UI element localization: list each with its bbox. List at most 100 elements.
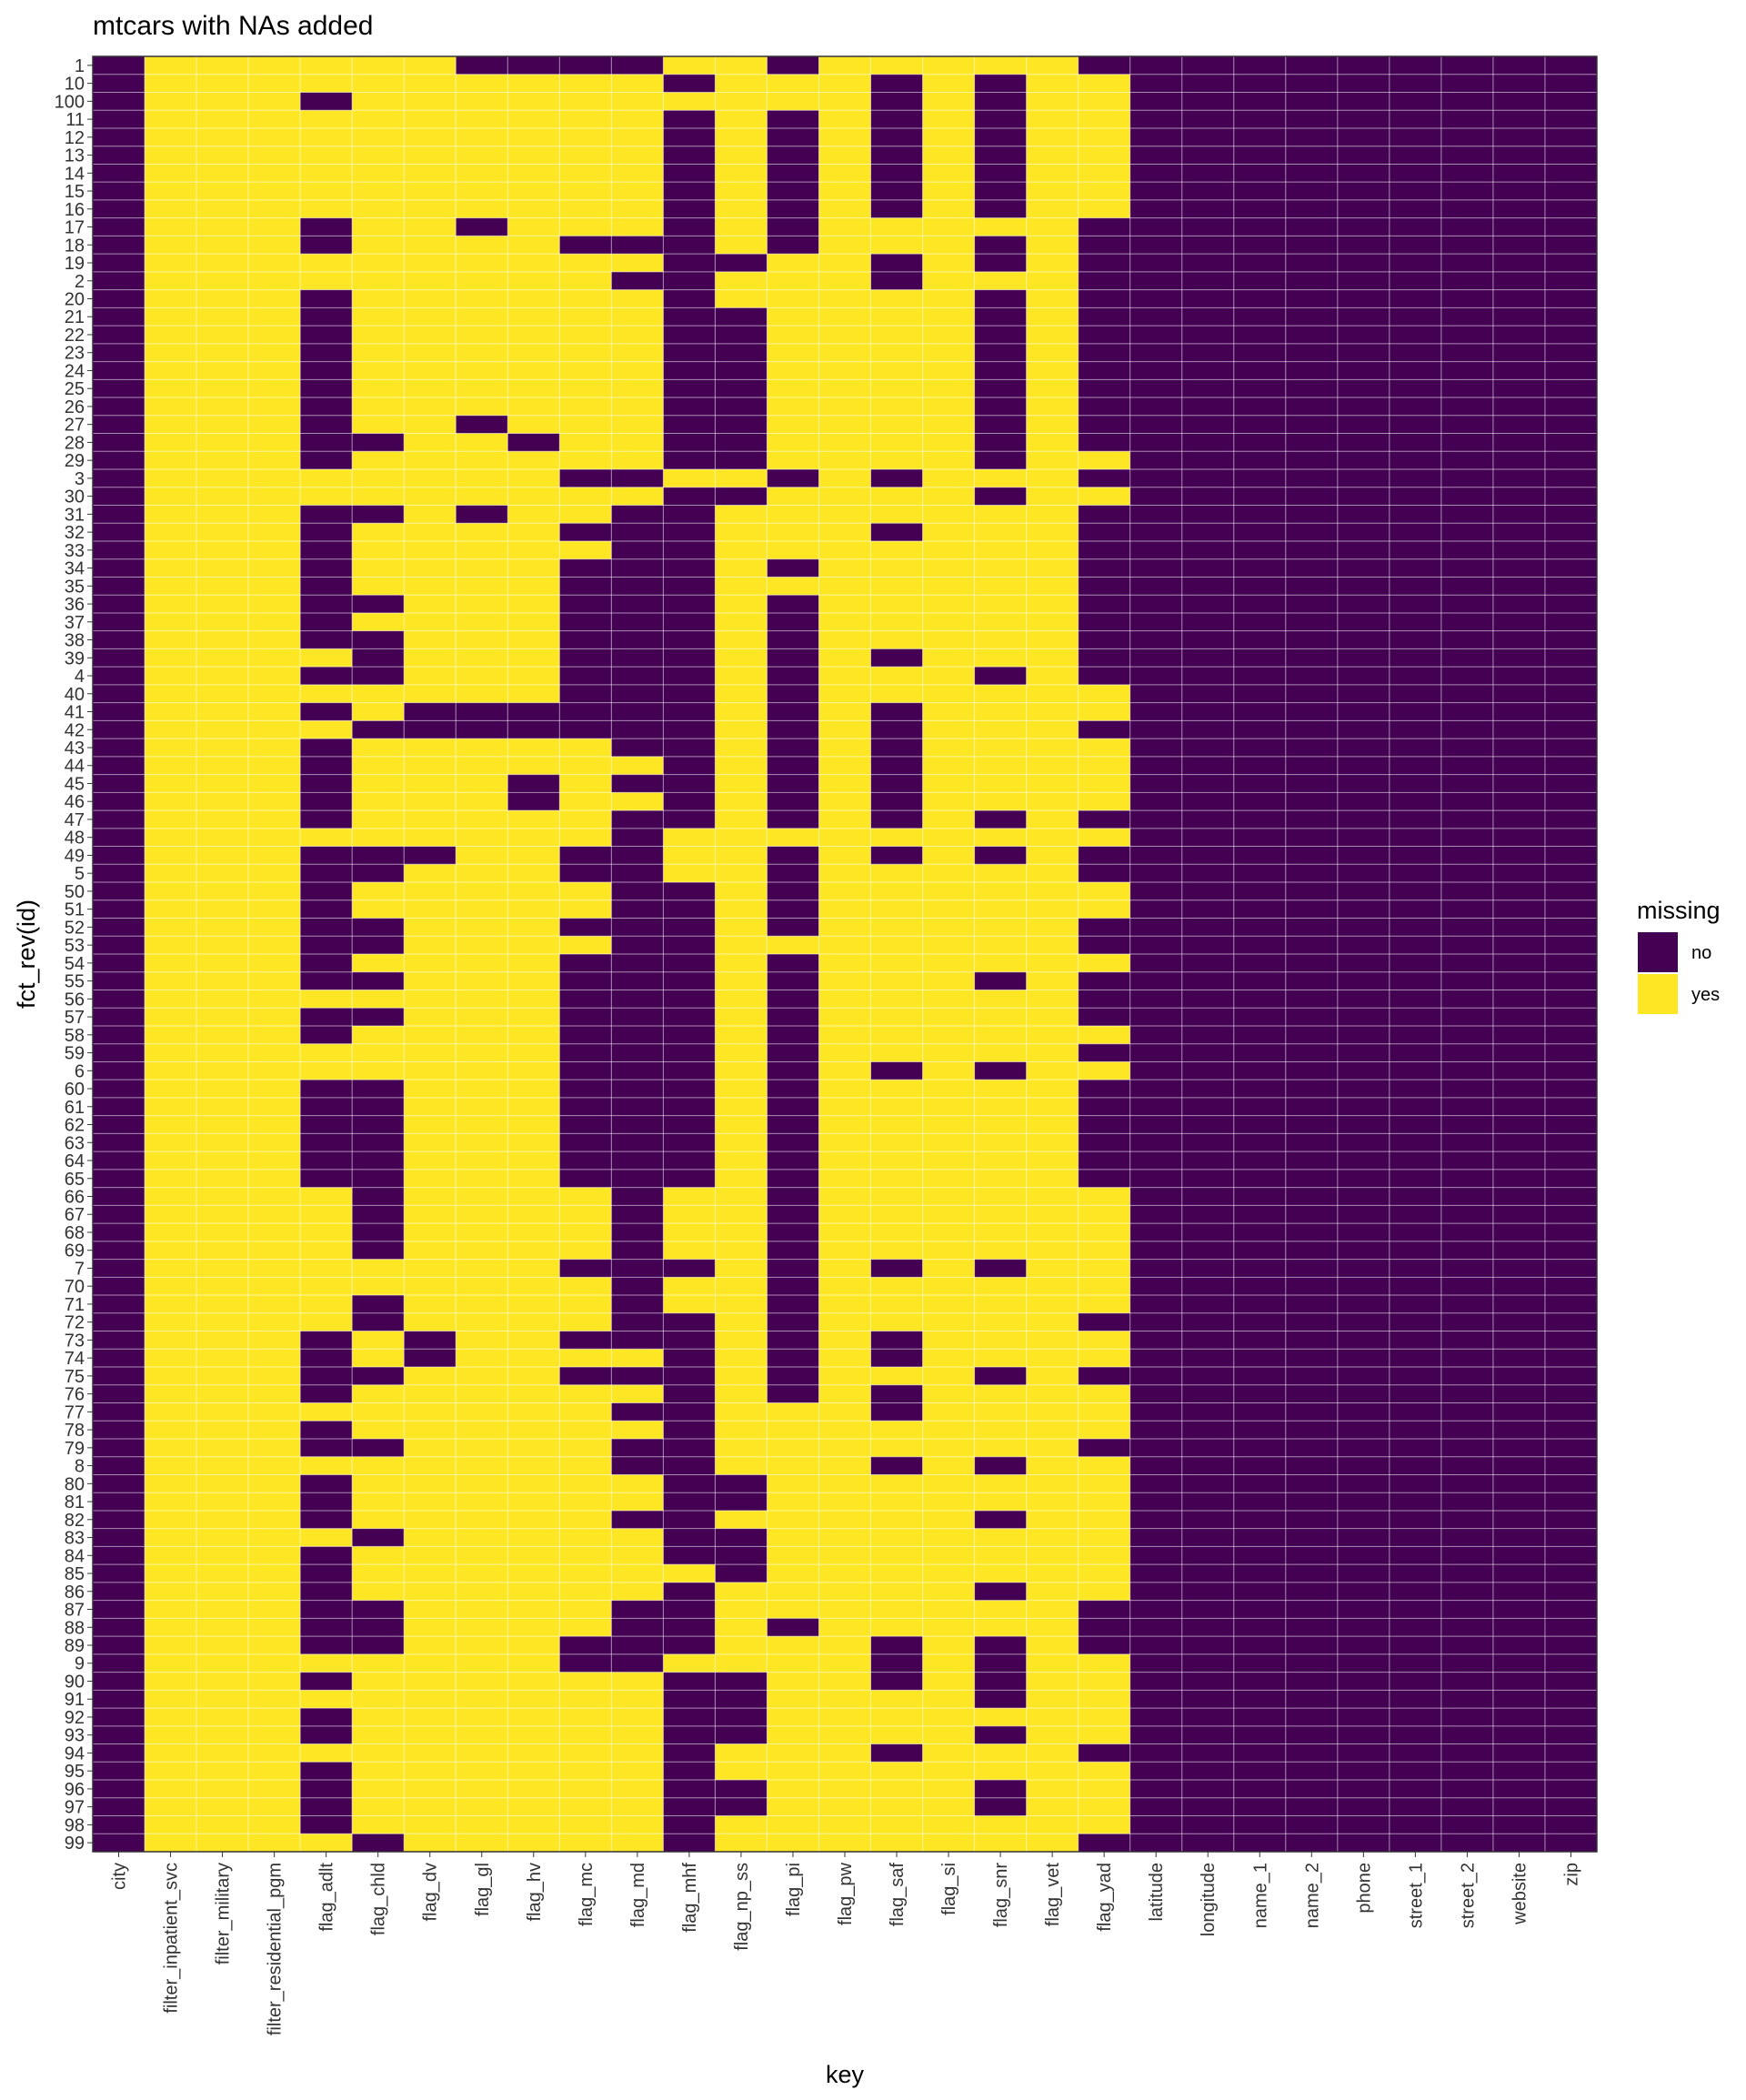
heatmap-cell <box>559 379 612 398</box>
heatmap-cell <box>352 558 405 578</box>
heatmap-cell <box>1544 110 1598 129</box>
heatmap-cell <box>1285 954 1339 973</box>
heatmap-cell <box>1544 882 1598 901</box>
heatmap-cell <box>1233 1402 1287 1422</box>
heatmap-cell <box>145 1349 197 1368</box>
heatmap-cell <box>456 1331 508 1350</box>
x-tick-label: name_1 <box>1250 1863 1270 1928</box>
heatmap-cell <box>1544 379 1598 398</box>
heatmap-cell <box>1181 595 1235 614</box>
heatmap-cell <box>456 289 508 308</box>
heatmap-cell <box>611 433 664 452</box>
heatmap-cell <box>1181 1421 1235 1440</box>
heatmap-cell <box>404 1456 457 1475</box>
heatmap-cell <box>1389 1061 1442 1080</box>
heatmap-cell <box>1026 326 1079 345</box>
heatmap-cell <box>1026 1402 1079 1422</box>
heatmap-cell <box>870 343 923 362</box>
heatmap-cell <box>1492 1600 1546 1619</box>
heatmap-cell <box>352 1187 405 1206</box>
heatmap-cell <box>1078 1331 1131 1350</box>
heatmap-cell <box>818 577 871 596</box>
heatmap-cell <box>974 469 1028 488</box>
heatmap-cell <box>1440 451 1494 470</box>
heatmap-cell <box>1233 1474 1287 1493</box>
heatmap-cell <box>456 774 508 793</box>
heatmap-cell <box>1129 540 1183 560</box>
heatmap-cell <box>1440 1636 1494 1655</box>
heatmap-cell <box>1285 415 1339 434</box>
heatmap-cell <box>663 1797 716 1816</box>
heatmap-cell <box>1078 1653 1131 1673</box>
heatmap-cell <box>922 164 975 183</box>
heatmap-cell <box>767 182 819 201</box>
heatmap-cell <box>93 720 146 739</box>
heatmap-cell <box>456 1474 508 1493</box>
heatmap-cell <box>818 397 871 417</box>
heatmap-cell <box>870 1653 923 1673</box>
heatmap-cell <box>145 971 197 990</box>
heatmap-cell <box>196 92 249 111</box>
heatmap-cell <box>456 1834 508 1853</box>
heatmap-cell <box>1129 1169 1183 1189</box>
heatmap-cell <box>300 236 353 255</box>
heatmap-cell <box>611 397 664 417</box>
heatmap-cell <box>456 1295 508 1314</box>
heatmap-cell <box>1337 469 1390 488</box>
heatmap-cell <box>1026 56 1079 75</box>
y-tick-label: 85 <box>65 1564 85 1584</box>
heatmap-cell <box>1492 56 1546 75</box>
heatmap-cell <box>1389 1205 1442 1224</box>
heatmap-cell <box>818 307 871 327</box>
heatmap-cell <box>974 523 1028 542</box>
heatmap-cell <box>922 433 975 452</box>
heatmap-cell <box>922 343 975 362</box>
heatmap-cell <box>767 1331 819 1350</box>
heatmap-cell <box>1078 1295 1131 1314</box>
heatmap-cell <box>196 343 249 362</box>
heatmap-cell <box>1337 74 1390 93</box>
heatmap-cell <box>1233 971 1287 990</box>
heatmap-cell <box>352 451 405 470</box>
heatmap-cell <box>300 1008 353 1027</box>
heatmap-cell <box>663 720 716 739</box>
heatmap-cell <box>1337 289 1390 308</box>
heatmap-cell <box>1129 1331 1183 1350</box>
heatmap-cell <box>1337 792 1390 811</box>
heatmap-cell <box>715 1169 768 1189</box>
heatmap-cell <box>1026 199 1079 219</box>
heatmap-cell <box>767 92 819 111</box>
y-tick-label: 86 <box>65 1583 85 1603</box>
heatmap-cell <box>145 1456 197 1475</box>
heatmap-cell <box>352 1115 405 1134</box>
heatmap-cell <box>456 954 508 973</box>
heatmap-cell <box>922 1151 975 1171</box>
heatmap-cell <box>767 1762 819 1781</box>
heatmap-cell <box>922 577 975 596</box>
heatmap-cell <box>145 1043 197 1062</box>
heatmap-cell <box>145 846 197 865</box>
heatmap-cell <box>196 1600 249 1619</box>
heatmap-cell <box>818 1223 871 1242</box>
heatmap-cell <box>1285 971 1339 990</box>
heatmap-cell <box>1492 1187 1546 1206</box>
heatmap-cell <box>93 1708 146 1727</box>
heatmap-cell <box>507 379 560 398</box>
heatmap-cell <box>1285 1367 1339 1386</box>
heatmap-cell <box>663 739 716 758</box>
heatmap-cell <box>196 1043 249 1062</box>
heatmap-cell <box>1337 954 1390 973</box>
heatmap-cell <box>1337 110 1390 129</box>
heatmap-cell <box>507 1205 560 1224</box>
heatmap-cell <box>1129 1456 1183 1475</box>
heatmap-cell <box>300 1438 353 1458</box>
heatmap-cell <box>1078 1097 1131 1117</box>
heatmap-cell <box>611 199 664 219</box>
heatmap-cell <box>196 846 249 865</box>
heatmap-cell <box>663 271 716 291</box>
heatmap-cell <box>1492 182 1546 201</box>
heatmap-cell <box>1078 971 1131 990</box>
heatmap-cell <box>559 433 612 452</box>
heatmap-cell <box>93 1277 146 1296</box>
heatmap-cell <box>93 397 146 417</box>
